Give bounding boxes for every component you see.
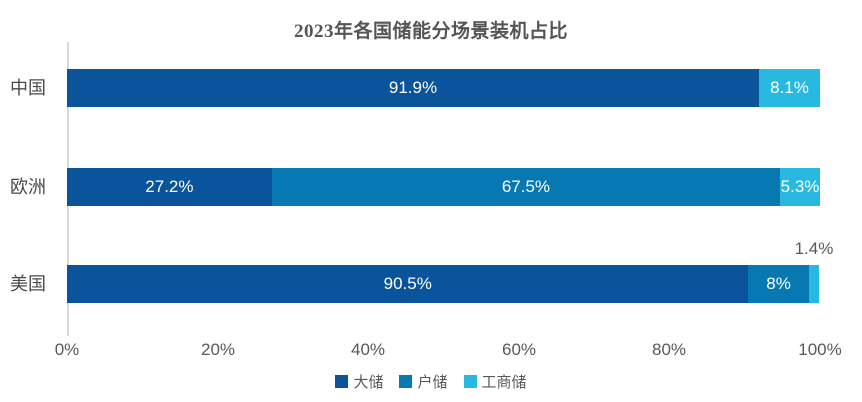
legend-item-residential: 户储 (399, 371, 448, 392)
legend-item-utility: 大储 (335, 371, 383, 392)
x-tick-60: 60% (501, 340, 537, 359)
legend-label-utility: 大储 (353, 375, 384, 391)
x-tick-80: 80% (651, 340, 687, 359)
legend-swatch-residential (399, 375, 413, 388)
segment-usa-residential: 8% (748, 265, 809, 303)
segment-usa-utility: 90.5% (67, 265, 749, 303)
legend-label-residential: 户储 (417, 375, 448, 391)
value-label-china-commercial: 8.1% (770, 78, 809, 97)
segment-europe-commercial: 5.3% (780, 168, 820, 206)
x-tick-20: 20% (200, 340, 236, 359)
value-label-usa-residential: 8% (766, 274, 791, 293)
value-label-usa-utility: 90.5% (383, 274, 432, 293)
value-label-europe-utility: 27.2% (145, 177, 194, 196)
legend-swatch-utility (335, 375, 349, 388)
bar-china: 91.9% 8.1% (67, 69, 820, 107)
segment-china-utility: 91.9% (67, 69, 759, 107)
x-tick-40: 40% (350, 340, 386, 359)
legend: 大储 户储 工商储 (0, 371, 862, 392)
segment-china-commercial: 8.1% (759, 69, 820, 107)
segment-europe-residential: 67.5% (271, 168, 781, 206)
category-label-usa: 美国 (10, 274, 46, 294)
bar-usa: 90.5% 8% 1.4% (67, 239, 833, 303)
legend-item-commercial: 工商储 (463, 371, 527, 392)
segment-usa-commercial: 1.4% (795, 239, 833, 303)
chart-title: 2023年各国储能分场景装机占比 (293, 21, 568, 42)
segment-europe-utility: 27.2% (67, 168, 272, 206)
value-label-europe-commercial: 5.3% (780, 177, 820, 196)
value-label-china-utility: 91.9% (388, 78, 438, 97)
category-label-europe: 欧洲 (10, 177, 46, 197)
legend-label-commercial: 工商储 (481, 375, 527, 391)
value-label-usa-commercial: 1.4% (794, 239, 834, 258)
legend-swatch-commercial (463, 375, 477, 388)
category-label-china: 中国 (10, 78, 46, 98)
value-label-europe-residential: 67.5% (501, 177, 551, 196)
x-tick-0: 0% (54, 340, 80, 359)
bar-europe: 27.2% 67.5% 5.3% (67, 168, 820, 206)
x-tick-100: 100% (798, 340, 842, 359)
